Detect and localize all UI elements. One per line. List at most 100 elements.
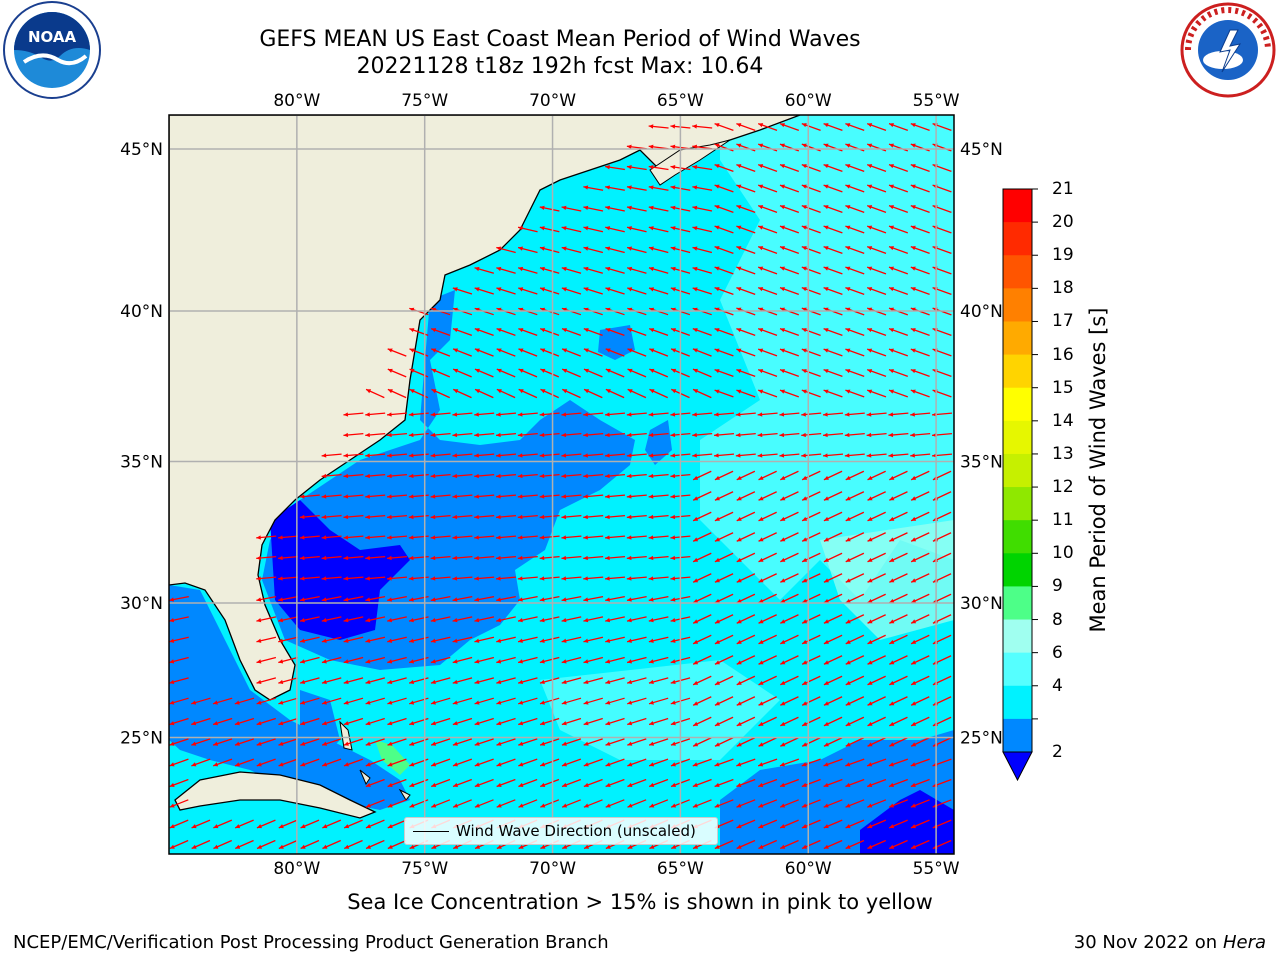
wave-arrow [300, 738, 320, 746]
wave-arrow [692, 511, 712, 522]
wave-arrow [692, 696, 712, 706]
wave-arrow [387, 839, 407, 850]
wave-arrow [867, 819, 887, 829]
wave-arrow [169, 819, 189, 829]
wave-arrow [387, 595, 407, 602]
wave-arrow [495, 514, 517, 520]
wave-arrow [888, 432, 909, 438]
wave-arrow [561, 576, 582, 581]
wave-arrow [801, 799, 821, 808]
wave-arrow [539, 717, 560, 726]
wave-arrow [605, 656, 625, 664]
wave-arrow [539, 287, 560, 295]
wave-arrow [517, 595, 538, 602]
lon-tick-bottom: 70°W [529, 859, 576, 879]
wave-arrow [365, 778, 385, 788]
wave-arrow [518, 697, 538, 705]
wave-arrow [889, 573, 908, 583]
wave-arrow [583, 656, 604, 664]
wave-arrow [736, 122, 756, 132]
wave-arrow [386, 473, 408, 479]
wave-arrow [496, 656, 516, 664]
wave-arrow [300, 758, 320, 767]
wave-arrow [910, 839, 930, 850]
wave-arrow [604, 453, 626, 458]
wave-arrow [517, 535, 538, 540]
wave-arrow [910, 327, 930, 337]
lon-tick-top: 55°W [913, 91, 960, 111]
wave-arrow [910, 432, 931, 438]
wave-arrow [474, 717, 494, 726]
wave-arrow [561, 246, 582, 254]
wave-arrow [736, 163, 756, 173]
wave-arrow [626, 266, 647, 274]
colorbar-frame [1002, 188, 1033, 753]
wave-arrow [605, 778, 625, 788]
wave-arrow [387, 738, 407, 746]
wave-arrow [626, 616, 647, 623]
wave-arrow [561, 453, 582, 458]
wave-arrow [888, 758, 909, 767]
wave-arrow [888, 225, 909, 234]
wave-arrow [561, 595, 582, 602]
wave-arrow [256, 616, 277, 623]
wave-arrow [452, 412, 473, 417]
wave-arrow [300, 839, 320, 850]
wave-arrow [757, 286, 778, 296]
colorbar-segment [1003, 255, 1032, 289]
wave-arrow [910, 245, 930, 255]
wave-arrow [539, 555, 560, 561]
wave-arrow [845, 593, 865, 604]
wave-arrow [823, 737, 843, 747]
wave-arrow [256, 636, 277, 643]
wave-arrow [605, 287, 625, 295]
wave-arrow [714, 122, 734, 132]
wave-arrow [539, 494, 560, 499]
wave-arrow [910, 204, 930, 214]
wave-arrow [343, 839, 363, 850]
period-band-below-2 [270, 500, 410, 640]
wave-arrow [626, 432, 647, 438]
wave-arrow [474, 778, 494, 788]
wave-arrow [431, 368, 451, 378]
wave-arrow [648, 226, 669, 233]
wave-arrow [801, 573, 821, 583]
wave-arrow [714, 532, 734, 542]
wave-arrow [823, 839, 843, 850]
wave-arrow [452, 616, 473, 623]
wave-arrow [822, 432, 844, 438]
wave-arrow [256, 717, 276, 726]
wave-arrow [867, 716, 886, 727]
wave-arrow [736, 511, 756, 522]
wave-arrow [561, 799, 581, 808]
wave-arrow [692, 532, 712, 542]
wave-arrow [627, 388, 647, 399]
wave-arrow [780, 593, 799, 604]
wave-arrow [386, 514, 408, 520]
wave-arrow [845, 573, 865, 583]
wave-arrow [605, 388, 625, 399]
wave-arrow [453, 388, 472, 399]
wave-arrow [801, 389, 821, 398]
wave-arrow [845, 286, 865, 296]
wave-arrow [845, 184, 865, 193]
wave-arrow [757, 758, 778, 767]
wave-arrow [256, 595, 277, 602]
wave-arrow [387, 368, 407, 378]
lon-tick-top: 75°W [401, 91, 448, 111]
wave-arrow [648, 494, 669, 499]
wave-arrow [299, 656, 320, 664]
wave-arrow [866, 758, 887, 767]
wave-arrow [845, 266, 865, 275]
wave-arrow [867, 634, 886, 645]
wave-arrow [431, 799, 451, 808]
wave-arrow [321, 494, 342, 499]
wave-arrow [278, 819, 298, 829]
wave-arrow [758, 634, 777, 645]
sea-ice-note: Sea Ice Concentration > 15% is shown in … [347, 890, 933, 914]
lat-tick-right: 45°N [960, 140, 1003, 160]
lon-tick-top: 60°W [785, 91, 832, 111]
wave-arrow [626, 535, 647, 540]
wave-arrow [714, 593, 734, 604]
wave-arrow [496, 246, 516, 254]
